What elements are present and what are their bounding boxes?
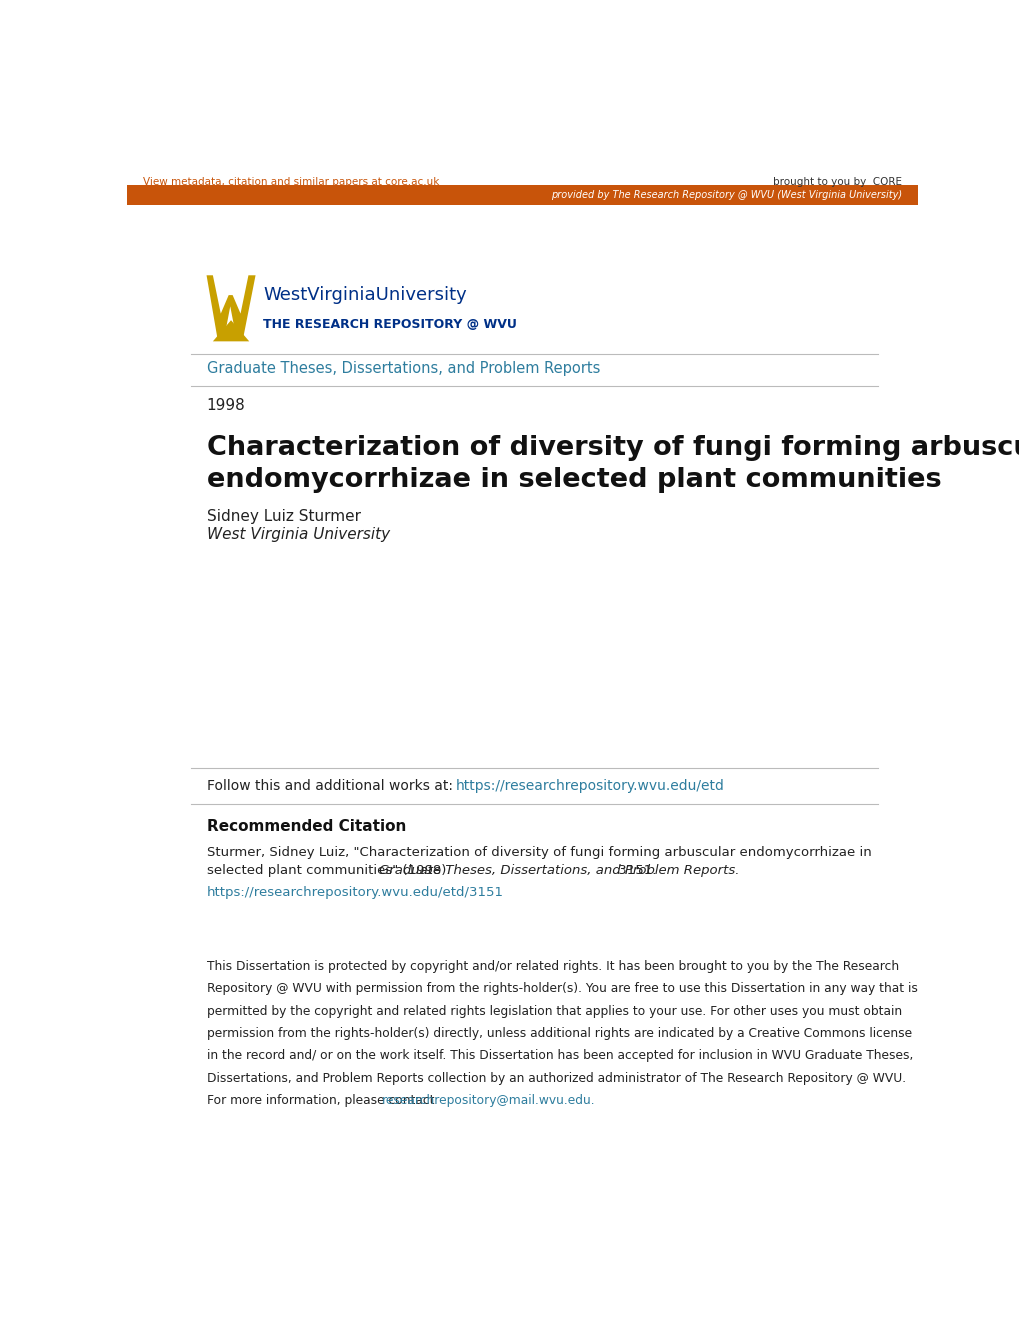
Polygon shape: [206, 276, 256, 339]
Text: researchrepository@mail.wvu.edu.: researchrepository@mail.wvu.edu.: [382, 1094, 595, 1107]
Text: Characterization of diversity of fungi forming arbuscular: Characterization of diversity of fungi f…: [206, 436, 1019, 461]
Text: West Virginia University: West Virginia University: [206, 527, 389, 543]
Text: WestVirginiaUniversity: WestVirginiaUniversity: [263, 286, 467, 304]
Text: For more information, please contact: For more information, please contact: [206, 1094, 437, 1107]
Text: This Dissertation is protected by copyright and/or related rights. It has been b: This Dissertation is protected by copyri…: [206, 960, 898, 973]
Polygon shape: [213, 321, 249, 342]
Text: 1998: 1998: [206, 397, 245, 413]
Text: Repository @ WVU with permission from the rights-holder(s). You are free to use : Repository @ WVU with permission from th…: [206, 982, 916, 995]
Text: permission from the rights-holder(s) directly, unless additional rights are indi: permission from the rights-holder(s) dir…: [206, 1027, 911, 1040]
Text: endomycorrhizae in selected plant communities: endomycorrhizae in selected plant commun…: [206, 466, 941, 492]
Text: permitted by the copyright and related rights legislation that applies to your u: permitted by the copyright and related r…: [206, 1005, 901, 1018]
Text: provided by The Research Repository @ WVU (West Virginia University): provided by The Research Repository @ WV…: [550, 190, 902, 201]
Text: Dissertations, and Problem Reports collection by an authorized administrator of : Dissertations, and Problem Reports colle…: [206, 1072, 905, 1085]
Text: Sturmer, Sidney Luiz, "Characterization of diversity of fungi forming arbuscular: Sturmer, Sidney Luiz, "Characterization …: [206, 846, 870, 859]
Text: Follow this and additional works at:: Follow this and additional works at:: [206, 779, 457, 792]
Text: Sidney Luiz Sturmer: Sidney Luiz Sturmer: [206, 508, 360, 524]
Text: THE RESEARCH REPOSITORY @ WVU: THE RESEARCH REPOSITORY @ WVU: [263, 318, 517, 331]
Text: Graduate Theses, Dissertations, and Problem Reports.: Graduate Theses, Dissertations, and Prob…: [378, 865, 739, 878]
Text: Graduate Theses, Dissertations, and Problem Reports: Graduate Theses, Dissertations, and Prob…: [206, 362, 599, 376]
Text: View metadata, citation and similar papers at core.ac.uk: View metadata, citation and similar pape…: [143, 177, 439, 186]
Text: Recommended Citation: Recommended Citation: [206, 818, 406, 834]
Text: https://researchrepository.wvu.edu/etd/3151: https://researchrepository.wvu.edu/etd/3…: [206, 886, 503, 899]
Text: https://researchrepository.wvu.edu/etd: https://researchrepository.wvu.edu/etd: [455, 779, 723, 792]
Bar: [127, 185, 917, 205]
Text: brought to you by  CORE: brought to you by CORE: [772, 177, 902, 186]
Text: in the record and/ or on the work itself. This Dissertation has been accepted fo: in the record and/ or on the work itself…: [206, 1049, 912, 1063]
Text: selected plant communities" (1998).: selected plant communities" (1998).: [206, 865, 453, 878]
Text: 3151.: 3151.: [613, 865, 656, 878]
